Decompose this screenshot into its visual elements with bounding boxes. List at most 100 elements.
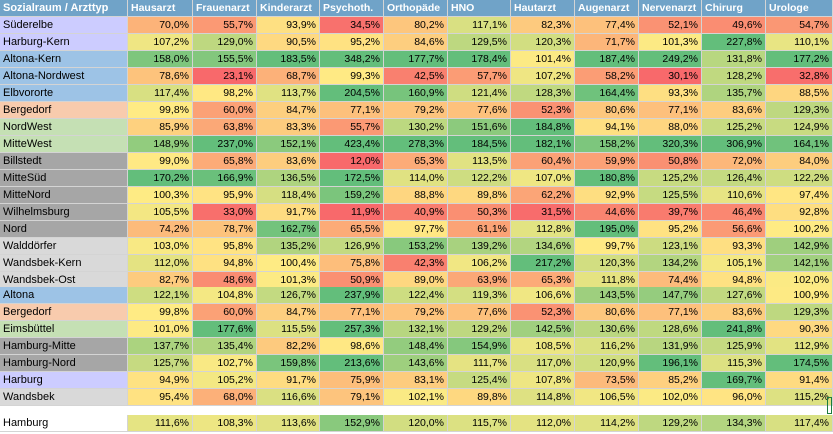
- value-cell[interactable]: 90,5%: [257, 34, 320, 51]
- header-col-7[interactable]: Hautarzt: [511, 0, 575, 17]
- value-cell[interactable]: 217,2%: [511, 255, 575, 272]
- value-cell[interactable]: 49,6%: [702, 17, 766, 34]
- value-cell[interactable]: 126,7%: [257, 287, 320, 304]
- value-cell[interactable]: 55,7%: [193, 17, 257, 34]
- value-cell[interactable]: 99,0%: [128, 153, 193, 170]
- value-cell[interactable]: 48,6%: [193, 272, 257, 289]
- value-cell[interactable]: 62,2%: [511, 187, 575, 204]
- value-cell[interactable]: 106,5%: [575, 389, 639, 406]
- row-label[interactable]: Altona-Kern: [0, 51, 128, 68]
- value-cell[interactable]: 98,2%: [193, 85, 257, 102]
- header-col-5[interactable]: Orthopäde: [384, 0, 448, 17]
- value-cell[interactable]: 98,6%: [320, 338, 384, 355]
- value-cell[interactable]: 104,8%: [193, 287, 257, 304]
- value-cell[interactable]: 162,7%: [257, 221, 320, 238]
- value-cell[interactable]: 42,5%: [384, 68, 448, 85]
- value-cell[interactable]: 125,9%: [702, 338, 766, 355]
- value-cell[interactable]: 85,9%: [128, 119, 193, 136]
- value-cell[interactable]: 158,2%: [575, 136, 639, 153]
- value-cell[interactable]: 128,2%: [702, 68, 766, 85]
- value-cell[interactable]: 120,3%: [511, 34, 575, 51]
- value-cell[interactable]: 121,4%: [448, 85, 511, 102]
- value-cell[interactable]: 50,3%: [448, 204, 511, 221]
- value-cell[interactable]: 84,6%: [384, 34, 448, 51]
- value-cell[interactable]: 148,9%: [128, 136, 193, 153]
- value-cell[interactable]: 46,4%: [702, 204, 766, 221]
- value-cell[interactable]: 116,2%: [575, 338, 639, 355]
- value-cell[interactable]: 423,4%: [320, 136, 384, 153]
- row-label[interactable]: MitteSüd: [0, 170, 128, 187]
- row-label[interactable]: Hamburg-Nord: [0, 355, 128, 372]
- value-cell[interactable]: 143,5%: [575, 287, 639, 304]
- value-cell[interactable]: 105,2%: [193, 372, 257, 389]
- value-cell[interactable]: 177,2%: [766, 51, 833, 68]
- value-cell[interactable]: 116,6%: [257, 389, 320, 406]
- value-cell[interactable]: 129,5%: [448, 34, 511, 51]
- value-cell[interactable]: 96,0%: [702, 389, 766, 406]
- value-cell[interactable]: 122,2%: [448, 170, 511, 187]
- value-cell[interactable]: 129,3%: [766, 304, 833, 321]
- value-cell[interactable]: 113,7%: [257, 85, 320, 102]
- value-cell[interactable]: 34,5%: [320, 17, 384, 34]
- value-cell[interactable]: 61,1%: [448, 221, 511, 238]
- value-cell[interactable]: 39,7%: [639, 204, 702, 221]
- value-cell[interactable]: 128,3%: [511, 85, 575, 102]
- value-cell[interactable]: 101,4%: [511, 51, 575, 68]
- value-cell[interactable]: 129,3%: [766, 102, 833, 119]
- value-cell[interactable]: 94,8%: [193, 255, 257, 272]
- value-cell[interactable]: 95,2%: [639, 221, 702, 238]
- value-cell[interactable]: 166,9%: [193, 170, 257, 187]
- value-cell[interactable]: 82,3%: [511, 17, 575, 34]
- value-cell[interactable]: 91,7%: [257, 204, 320, 221]
- value-cell[interactable]: 90,3%: [766, 321, 833, 338]
- value-cell[interactable]: 91,4%: [766, 372, 833, 389]
- value-cell[interactable]: 119,3%: [448, 287, 511, 304]
- value-cell[interactable]: 187,4%: [575, 51, 639, 68]
- value-cell[interactable]: 77,1%: [639, 304, 702, 321]
- value-cell[interactable]: 142,9%: [766, 238, 833, 255]
- value-cell[interactable]: 115,5%: [257, 321, 320, 338]
- value-cell[interactable]: 148,4%: [384, 338, 448, 355]
- value-cell[interactable]: 74,2%: [128, 221, 193, 238]
- value-cell[interactable]: 237,9%: [320, 287, 384, 304]
- value-cell[interactable]: 105,1%: [702, 255, 766, 272]
- value-cell[interactable]: 65,5%: [320, 221, 384, 238]
- value-cell[interactable]: 32,8%: [766, 68, 833, 85]
- value-cell[interactable]: 100,9%: [766, 287, 833, 304]
- value-cell[interactable]: 82,2%: [257, 338, 320, 355]
- value-cell[interactable]: 84,7%: [257, 304, 320, 321]
- value-cell[interactable]: 77,4%: [575, 17, 639, 34]
- value-cell[interactable]: 180,8%: [575, 170, 639, 187]
- value-cell[interactable]: 102,1%: [384, 389, 448, 406]
- value-cell[interactable]: 134,2%: [639, 255, 702, 272]
- value-cell[interactable]: 195,0%: [575, 221, 639, 238]
- header-col-2[interactable]: Frauenarzt: [193, 0, 257, 17]
- value-cell[interactable]: 12,0%: [320, 153, 384, 170]
- value-cell[interactable]: 172,5%: [320, 170, 384, 187]
- value-cell[interactable]: 59,9%: [575, 153, 639, 170]
- value-cell[interactable]: 103,0%: [128, 238, 193, 255]
- value-cell[interactable]: 78,6%: [128, 68, 193, 85]
- value-cell[interactable]: 40,9%: [384, 204, 448, 221]
- value-cell[interactable]: 169,7%: [702, 372, 766, 389]
- value-cell[interactable]: 94,1%: [575, 119, 639, 136]
- value-cell[interactable]: 278,3%: [384, 136, 448, 153]
- value-cell[interactable]: 97,4%: [766, 187, 833, 204]
- value-cell[interactable]: 112,9%: [766, 338, 833, 355]
- value-cell[interactable]: 249,2%: [639, 51, 702, 68]
- value-cell[interactable]: 114,0%: [384, 170, 448, 187]
- value-cell[interactable]: 123,1%: [639, 238, 702, 255]
- header-col-4[interactable]: Psychoth.: [320, 0, 384, 17]
- row-label[interactable]: Walddörfer: [0, 238, 128, 255]
- value-cell[interactable]: 107,2%: [511, 68, 575, 85]
- value-cell[interactable]: 88,0%: [639, 119, 702, 136]
- value-cell[interactable]: 125,7%: [128, 355, 193, 372]
- value-cell[interactable]: 184,5%: [448, 136, 511, 153]
- value-cell[interactable]: 105,5%: [128, 204, 193, 221]
- value-cell[interactable]: 106,2%: [448, 255, 511, 272]
- value-cell[interactable]: 52,3%: [511, 304, 575, 321]
- value-cell[interactable]: 84,7%: [257, 102, 320, 119]
- value-cell[interactable]: 44,6%: [575, 204, 639, 221]
- value-cell[interactable]: 126,9%: [320, 238, 384, 255]
- value-cell[interactable]: 134,6%: [511, 238, 575, 255]
